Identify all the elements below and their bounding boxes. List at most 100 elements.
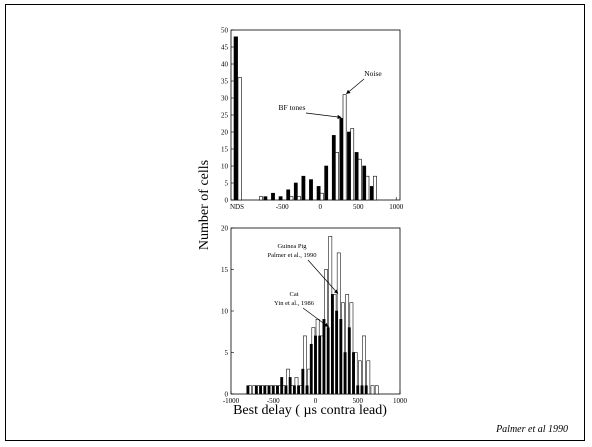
bottom-bar-cat: [347, 327, 351, 395]
bottom-y-tick-label: 15: [221, 266, 229, 274]
bottom-bar-cat: [284, 385, 288, 395]
top-y-tick-label: 40: [221, 60, 229, 68]
bottom-bar-cat: [254, 385, 258, 395]
top-bar-bf-tones: [286, 189, 291, 201]
top-bar-bf-tones: [293, 182, 298, 201]
top-x-tick-label: 0: [318, 203, 322, 211]
annotation-cat-source: Yin et al., 1986: [274, 300, 315, 307]
top-annotations: BF tones Noise: [279, 69, 382, 120]
bottom-x-tick-label: 0: [314, 397, 318, 405]
top-bar-bf-tones: [263, 196, 268, 201]
bottom-x-tick-label: -1000: [223, 397, 240, 405]
bottom-bar-cat: [322, 319, 326, 395]
top-bar-nds-bf-tones: [233, 36, 238, 201]
top-plot-frame: [230, 29, 401, 201]
bottom-bar-cat: [263, 385, 267, 395]
slide: [5, 4, 585, 441]
top-y-tick-label: 25: [221, 111, 229, 119]
bottom-bar-guinea-pig: [374, 385, 379, 395]
bottom-bar-cat: [246, 385, 250, 395]
top-bar-noise: [350, 128, 355, 201]
top-y-tick-label: 20: [221, 128, 229, 136]
y-axis-label: Number of cells: [197, 160, 212, 250]
bottom-bar-cat: [297, 385, 301, 395]
citation: Palmer et al 1990: [495, 424, 568, 435]
bottom-bar-cat: [352, 352, 355, 395]
top-bar-noise: [289, 196, 294, 201]
bottom-bar-cat: [267, 385, 271, 395]
top-bar-bf-tones: [339, 118, 344, 201]
bottom-y-tick-label: 20: [221, 224, 229, 232]
bottom-bar-cat: [301, 368, 305, 395]
bottom-bar-cat: [309, 343, 313, 395]
bottom-bar-guinea-pig: [303, 335, 307, 395]
top-bar-noise: [335, 152, 339, 201]
bottom-bar-cat: [360, 385, 364, 395]
arrow-guinea-pig: [307, 259, 339, 294]
top-bar-bf-tones: [369, 186, 374, 201]
top-bar-bf-tones: [354, 152, 359, 201]
arrow-cat: [302, 307, 329, 328]
bottom-x-tick-label: -500: [267, 397, 280, 405]
bottom-bar-cat: [364, 385, 368, 395]
bottom-bar-guinea-pig: [370, 385, 375, 395]
annotation-bf-tones: BF tones: [279, 103, 306, 112]
top-bar-noise: [259, 196, 263, 201]
top-y-tick-label: 45: [221, 43, 229, 51]
top-histogram-panel: 0 5 10 15 20 25 30 35 40 45 50 NDS -500 0 500 1000 BF …: [221, 26, 404, 211]
x-axis-label: Best delay ( µs contra lead): [233, 403, 387, 418]
bottom-y-tick-label: 5: [225, 349, 229, 357]
bottom-bar-cat: [276, 385, 279, 395]
annotation-noise: Noise: [364, 69, 382, 78]
annotation-guinea-pig-source: Palmer et al., 1990: [268, 252, 317, 259]
top-bar-bf-tones: [324, 165, 329, 201]
bottom-x-tick-label: 1000: [393, 397, 408, 405]
bottom-bar-guinea-pig: [366, 360, 371, 395]
bottom-bar-guinea-pig: [358, 360, 362, 395]
bottom-bar-cat: [305, 385, 309, 395]
top-bar-bf-tones: [362, 165, 367, 201]
top-y-tick-label: 35: [221, 77, 229, 85]
bottom-bar-cat: [326, 327, 330, 395]
top-bar-nds-noise: [237, 77, 242, 201]
top-bar-noise: [319, 192, 324, 201]
bottom-bar-cat: [343, 352, 347, 395]
bottom-y-axis: 0 5 10 15 20: [221, 224, 234, 398]
top-bar-noise: [297, 196, 301, 201]
top-y-tick-label: 30: [221, 94, 229, 102]
top-y-axis: 0 5 10 15 20 25 30 35 40 45 50: [221, 26, 234, 204]
bottom-x-tick-label: 500: [353, 397, 364, 405]
top-y-tick-label: 50: [221, 26, 229, 34]
top-y-tick-label: 0: [225, 196, 229, 204]
top-y-tick-label: 15: [221, 145, 229, 153]
top-x-tick-label: 1000: [389, 203, 404, 211]
annotation-cat: Cat: [289, 291, 298, 298]
bottom-bar-cat: [259, 385, 263, 395]
bottom-y-tick-label: 10: [221, 307, 229, 315]
bottom-bar-cat: [288, 377, 292, 395]
top-bar-bf-tones: [301, 175, 306, 201]
top-bar-noise: [357, 158, 362, 201]
top-bar-bf-tones: [278, 196, 283, 201]
bottom-y-tick-label: 0: [225, 390, 229, 398]
bottom-bar-cat: [318, 335, 322, 395]
top-bar-bf-tones: [331, 135, 336, 201]
top-bar-bf-tones: [271, 192, 275, 201]
bottom-histogram-panel: 0 5 10 15 20 -1000 -500 0 500 1000 Guinea Pig Pal…: [221, 224, 408, 405]
arrow-noise: [346, 78, 365, 95]
top-bars: [233, 36, 377, 201]
top-bar-bf-tones: [316, 186, 321, 201]
bottom-bar-cat: [330, 294, 334, 395]
bottom-annotations: Guinea Pig Palmer et al., 1990 Cat Yin et a…: [268, 243, 339, 328]
top-bar-noise: [373, 175, 377, 201]
bottom-bar-cat: [335, 310, 339, 395]
bottom-bar-cat: [292, 385, 296, 395]
bottom-bar-guinea-pig: [362, 335, 366, 395]
top-bar-noise: [342, 94, 347, 201]
top-x-tick-label: -500: [276, 203, 289, 211]
bottom-bar-cat: [356, 385, 360, 395]
top-y-tick-label: 10: [221, 162, 229, 170]
top-x-tick-label: 500: [353, 203, 364, 211]
bottom-bar-cat: [280, 377, 284, 395]
